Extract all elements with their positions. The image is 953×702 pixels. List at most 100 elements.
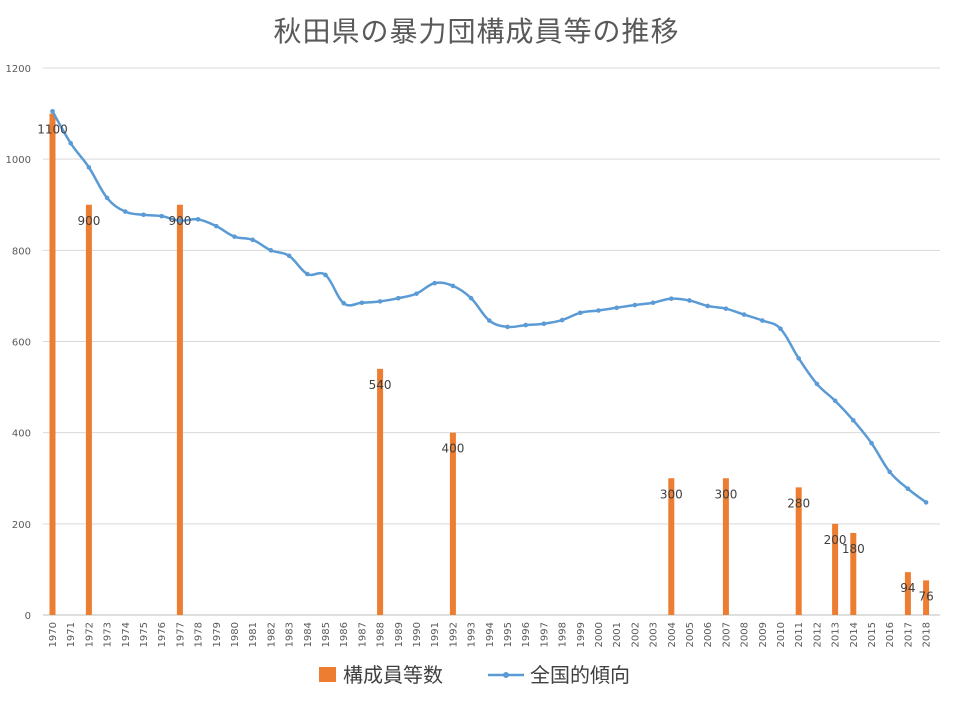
bar-data-label: 540 — [369, 378, 392, 392]
y-tick-label: 1200 — [6, 64, 31, 75]
x-tick-label: 1996 — [521, 622, 532, 647]
bar — [923, 580, 930, 615]
line-point — [414, 291, 419, 296]
line-point — [68, 140, 73, 146]
x-tick-label: 2006 — [703, 622, 714, 647]
line-point — [50, 109, 55, 114]
x-tick-label: 1984 — [303, 622, 314, 647]
line-point — [705, 303, 710, 309]
line-point — [86, 165, 92, 170]
x-tick-label: 2009 — [758, 622, 769, 647]
line-point — [578, 310, 583, 316]
x-tick-label: 1986 — [339, 622, 350, 647]
line-point — [359, 300, 365, 306]
line-series — [50, 109, 929, 505]
bar-data-label: 900 — [77, 214, 100, 228]
x-tick-label: 1976 — [157, 622, 168, 647]
line-point — [669, 296, 674, 301]
line-point — [778, 326, 783, 332]
bar-data-label: 400 — [441, 442, 464, 456]
x-tick-label: 1999 — [576, 622, 587, 647]
line-point — [487, 318, 492, 323]
bar-data-label: 300 — [714, 487, 737, 501]
bar-data-label: 280 — [787, 496, 810, 510]
x-tick-label: 1990 — [412, 622, 423, 647]
line-point — [432, 280, 438, 286]
line-point — [505, 324, 510, 330]
x-tick-label: 2010 — [776, 622, 787, 647]
bar-data-label: 94 — [900, 581, 915, 595]
x-tick-label: 2012 — [812, 622, 823, 647]
line-point — [760, 318, 765, 323]
line-point — [286, 253, 292, 259]
line-point — [141, 212, 146, 218]
y-tick-label: 800 — [12, 246, 31, 257]
line-point — [741, 312, 747, 317]
line-point — [559, 317, 565, 323]
x-tick-label: 1994 — [485, 622, 496, 647]
bar — [49, 113, 56, 615]
bar-series — [49, 113, 930, 615]
line-point — [523, 322, 528, 328]
line-point — [923, 500, 929, 505]
gridlines — [43, 67, 940, 616]
x-tick-label: 2001 — [612, 622, 623, 647]
legend-line-label: 全国的傾向 — [530, 663, 630, 687]
line-point — [195, 217, 201, 222]
x-tick-label: 1979 — [212, 622, 223, 647]
y-tick-label: 400 — [12, 429, 31, 440]
x-tick-label: 1981 — [248, 622, 259, 647]
line-point — [596, 308, 601, 313]
line-point — [305, 271, 310, 277]
line-point — [632, 302, 638, 308]
y-axis-ticks: 0 200 400 600 800 1000 1200 — [6, 64, 31, 622]
x-tick-label: 1985 — [321, 622, 332, 647]
x-tick-label: 1977 — [175, 622, 186, 647]
line-point — [814, 381, 820, 387]
line-point — [650, 300, 656, 306]
y-tick-label: 0 — [25, 611, 31, 622]
line-point — [869, 440, 874, 446]
x-tick-label: 2013 — [831, 622, 842, 647]
x-tick-label: 2003 — [649, 622, 660, 647]
line-point — [887, 469, 892, 475]
line-point — [541, 321, 547, 327]
x-tick-label: 2000 — [594, 622, 605, 647]
line-point — [214, 223, 219, 229]
x-tick-label: 1974 — [121, 622, 132, 647]
line-point — [851, 418, 856, 423]
x-tick-label: 1978 — [194, 622, 205, 647]
x-tick-label: 2015 — [867, 622, 878, 647]
line-point — [232, 234, 237, 239]
line-point — [396, 295, 401, 301]
x-tick-label: 2002 — [630, 622, 641, 647]
x-tick-label: 1987 — [357, 622, 368, 647]
x-tick-label: 1989 — [394, 622, 405, 647]
bar — [904, 572, 911, 615]
bar-data-label: 1100 — [37, 123, 68, 137]
line-point — [377, 299, 383, 304]
y-tick-label: 200 — [12, 520, 31, 531]
line-point — [796, 356, 801, 361]
line-point — [250, 237, 255, 243]
x-tick-label: 1972 — [84, 622, 95, 647]
x-tick-label: 2005 — [685, 622, 696, 647]
x-tick-label: 1983 — [285, 622, 296, 647]
bar — [832, 523, 839, 615]
legend-bar-swatch — [319, 667, 336, 682]
line-point — [104, 195, 110, 201]
x-tick-label: 1992 — [448, 622, 459, 647]
line-point — [687, 298, 692, 303]
line-point — [450, 283, 456, 289]
line-point — [614, 305, 619, 311]
x-tick-label: 2011 — [794, 622, 805, 647]
line-point — [468, 295, 474, 301]
bar — [377, 368, 384, 615]
bar — [85, 204, 92, 615]
bar-data-label: 300 — [660, 487, 683, 501]
trend-line — [51, 110, 927, 504]
x-tick-label: 1982 — [266, 622, 277, 647]
